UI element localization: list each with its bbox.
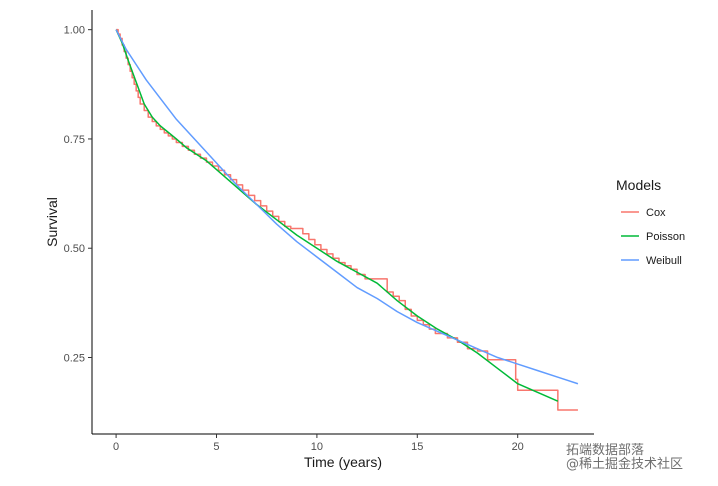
x-tick-label: 0 — [113, 441, 119, 453]
watermark: 拓端数据部落 @稀土掘金技术社区 — [566, 444, 706, 474]
y-tick-label: 0.50 — [64, 243, 85, 255]
y-axis-title: Survival — [44, 197, 60, 247]
legend-label-weibull: Weibull — [646, 255, 682, 267]
watermark-line-2: @稀土掘金技术社区 — [566, 457, 684, 472]
axes — [91, 10, 594, 435]
legend: Models Cox Poisson Weibull — [616, 177, 685, 267]
x-tick-label: 15 — [411, 441, 423, 453]
y-ticks: 0.25 0.50 0.75 1.00 — [64, 25, 92, 365]
series-line-cox — [116, 28, 578, 411]
series-line-poisson — [115, 29, 559, 402]
series-line-weibull — [115, 29, 579, 385]
x-tick-label: 20 — [512, 441, 524, 453]
x-ticks: 0 5 10 15 20 — [113, 434, 524, 453]
y-tick-label: 0.75 — [64, 134, 85, 146]
y-tick-label: 1.00 — [64, 25, 85, 37]
legend-title: Models — [616, 177, 661, 193]
x-tick-label: 5 — [213, 441, 219, 453]
series-lines — [115, 28, 579, 411]
legend-label-poisson: Poisson — [646, 231, 685, 243]
y-tick-label: 0.25 — [64, 353, 85, 365]
x-tick-label: 10 — [311, 441, 323, 453]
legend-label-cox: Cox — [646, 207, 666, 219]
x-axis-title: Time (years) — [304, 454, 382, 470]
watermark-line-1: 拓端数据部落 — [566, 443, 645, 458]
